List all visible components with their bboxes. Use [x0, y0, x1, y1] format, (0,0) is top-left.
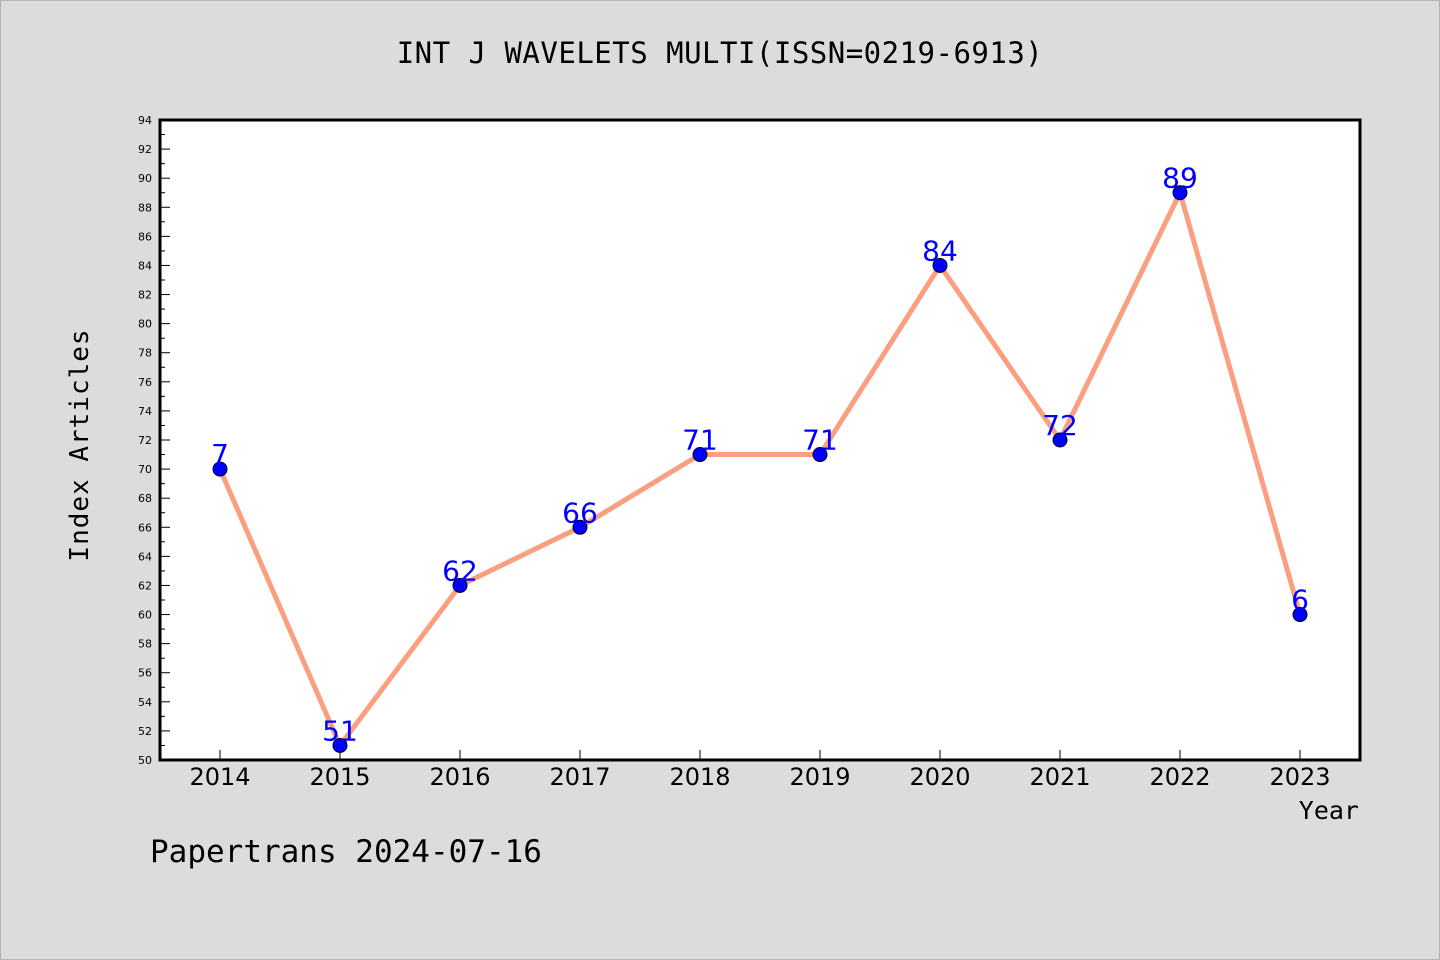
y-tick-label: 94 — [138, 114, 152, 127]
y-tick-label: 60 — [138, 609, 152, 622]
x-tick-label: 2014 — [189, 763, 250, 791]
data-label: 72 — [1042, 409, 1078, 442]
y-tick-label: 82 — [138, 289, 152, 302]
data-label: 7 — [211, 438, 229, 471]
y-tick-label: 62 — [138, 579, 152, 592]
plot-area — [158, 118, 1362, 762]
x-tick-label: 2018 — [669, 763, 730, 791]
data-label: 89 — [1162, 162, 1198, 195]
x-tick-label: 2021 — [1029, 763, 1090, 791]
data-point — [452, 577, 468, 593]
data-label: 66 — [562, 496, 598, 529]
y-tick-label: 66 — [138, 521, 152, 534]
data-point — [572, 519, 588, 535]
x-tick-label: 2020 — [909, 763, 970, 791]
data-point — [1172, 185, 1188, 201]
data-point — [1052, 432, 1068, 448]
y-tick-label: 86 — [138, 230, 152, 243]
x-tick-label: 2015 — [309, 763, 370, 791]
y-tick-label: 54 — [138, 696, 152, 709]
y-tick-label: 92 — [138, 143, 152, 156]
y-tick-label: 84 — [138, 259, 152, 272]
data-point — [692, 447, 708, 463]
data-point — [932, 257, 948, 273]
y-tick-label: 64 — [138, 550, 152, 563]
y-tick-label: 52 — [138, 725, 152, 738]
y-tick-label: 70 — [138, 463, 152, 476]
data-point — [1292, 607, 1308, 623]
data-point — [212, 461, 228, 477]
series-line — [217, 190, 1303, 748]
data-label: 6 — [1291, 584, 1309, 617]
data-point — [332, 737, 348, 753]
y-tick-label: 88 — [138, 201, 152, 214]
y-tick-label: 78 — [138, 347, 152, 360]
y-tick-label: 68 — [138, 492, 152, 505]
y-tick-label: 56 — [138, 667, 152, 680]
data-point — [812, 447, 828, 463]
y-tick-label: 76 — [138, 376, 152, 389]
x-axis-label: Year — [1298, 796, 1359, 825]
chart-title: INT J WAVELETS MULTI(ISSN=0219-6913) — [396, 36, 1044, 70]
y-tick-label: 58 — [138, 638, 152, 651]
y-tick-label: 80 — [138, 318, 152, 331]
x-tick-label: 2016 — [429, 763, 490, 791]
data-label: 84 — [922, 234, 958, 267]
x-tick-label: 2019 — [789, 763, 850, 791]
data-label: 62 — [442, 554, 478, 587]
footer-note: Papertrans 2024-07-16 — [150, 834, 542, 870]
x-tick-label: 2022 — [1149, 763, 1210, 791]
data-label: 51 — [322, 714, 358, 747]
data-label: 71 — [682, 424, 718, 457]
data-label: 71 — [802, 424, 838, 457]
y-tick-label: 50 — [138, 754, 152, 767]
y-tick-label: 72 — [138, 434, 152, 447]
y-tick-label: 74 — [138, 405, 152, 418]
x-tick-label: 2023 — [1269, 763, 1330, 791]
y-tick-label: 90 — [138, 172, 152, 185]
x-tick-label: 2017 — [549, 763, 610, 791]
